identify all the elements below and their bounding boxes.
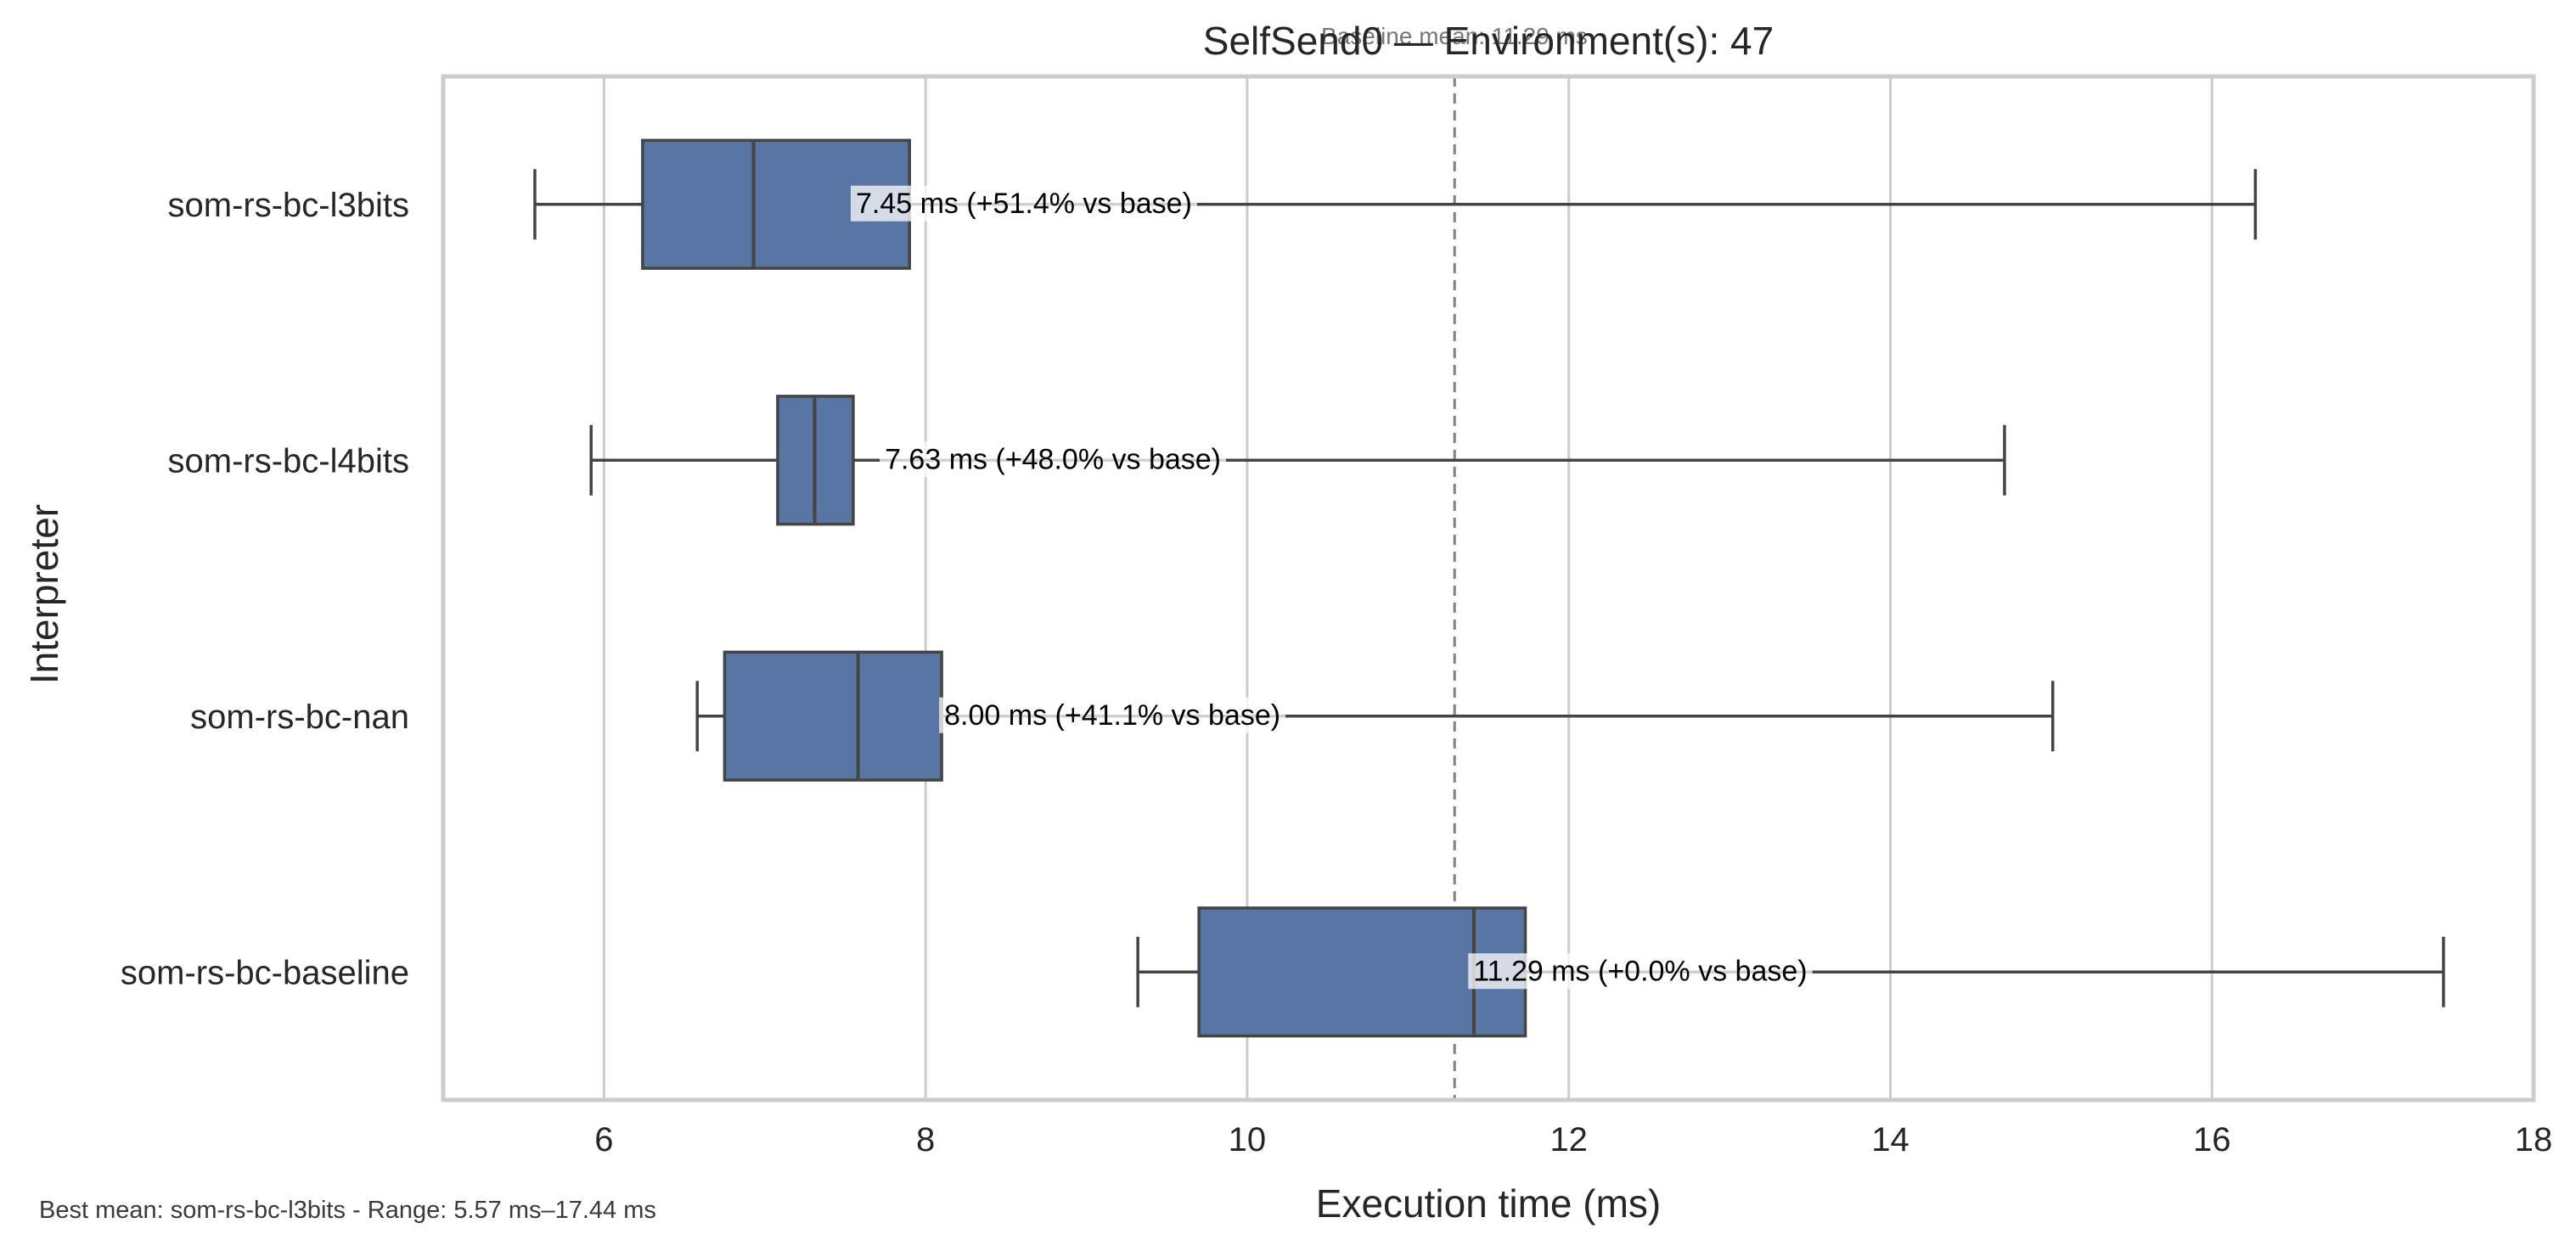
mean-label: 8.00 ms (+41.1% vs base) xyxy=(944,699,1280,732)
x-tick-label-16: 16 xyxy=(2193,1121,2231,1158)
x-tick-label-8: 8 xyxy=(916,1121,935,1158)
chart-subtitle: Baseline mean: 11.29 ms xyxy=(1321,23,1588,49)
mean-label: 11.29 ms (+0.0% vs base) xyxy=(1473,955,1807,987)
x-axis-label: Execution time (ms) xyxy=(1316,1181,1661,1226)
mean-label-background xyxy=(1468,953,1813,990)
y-tick-label-som-rs-bc-l4bits: som-rs-bc-l4bits xyxy=(168,442,409,480)
x-tick-label-14: 14 xyxy=(1871,1121,1910,1158)
mean-label-background xyxy=(939,697,1286,733)
y-tick-label-som-rs-bc-baseline: som-rs-bc-baseline xyxy=(121,954,409,991)
mean-label: 7.63 ms (+48.0% vs base) xyxy=(885,443,1221,475)
y-tick-label-som-rs-bc-l3bits: som-rs-bc-l3bits xyxy=(168,187,409,224)
box-series: 7.45 ms (+51.4% vs base) 7.63 ms (+48.0% … xyxy=(533,138,2445,1038)
mean-label-background xyxy=(850,185,1197,222)
y-tick-label-som-rs-bc-nan: som-rs-bc-nan xyxy=(190,698,409,736)
y-axis-label: Interpreter xyxy=(22,504,66,684)
iqr-box xyxy=(723,650,943,782)
box-som-rs-bc-l3bits: 7.45 ms (+51.4% vs base) xyxy=(533,138,2258,270)
mean-label-background xyxy=(880,441,1227,478)
footer-note: Best mean: som-rs-bc-l3bits - Range: 5.5… xyxy=(39,1197,656,1224)
plot-frame xyxy=(441,74,2536,1102)
box-som-rs-bc-nan: 8.00 ms (+41.1% vs base) xyxy=(695,650,2055,782)
box-som-rs-bc-l4bits: 7.63 ms (+48.0% vs base) xyxy=(589,395,2006,526)
x-tick-label-18: 18 xyxy=(2515,1121,2553,1158)
chart-title: SelfSend0 — Environment(s): 47 xyxy=(1203,19,1774,63)
grid-lines xyxy=(602,76,2213,1100)
x-tick-label-10: 10 xyxy=(1229,1121,1267,1158)
x-tick-labels: 6 8 10 12 14 16 18 xyxy=(594,1121,2552,1158)
mean-label: 7.45 ms (+51.4% vs base) xyxy=(856,188,1192,220)
box-som-rs-bc-baseline: 11.29 ms (+0.0% vs base) xyxy=(1136,906,2445,1038)
y-tick-labels: som-rs-bc-l3bits som-rs-bc-l4bits som-rs-b… xyxy=(121,187,409,992)
x-tick-label-6: 6 xyxy=(594,1121,613,1158)
x-tick-label-12: 12 xyxy=(1550,1121,1588,1158)
